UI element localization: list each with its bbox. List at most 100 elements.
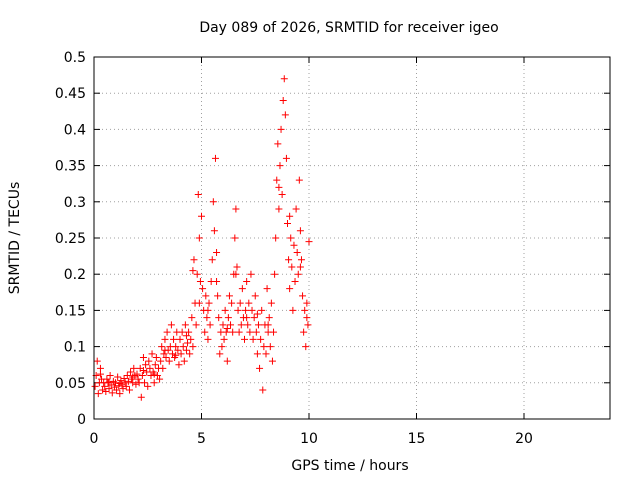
y-tick-label: 0.05 <box>55 376 86 392</box>
data-point <box>275 183 283 191</box>
data-point <box>208 256 216 264</box>
data-point <box>129 373 137 381</box>
data-point <box>210 227 218 235</box>
y-tick-label: 0.25 <box>55 231 86 247</box>
data-point <box>303 314 311 322</box>
data-point <box>145 357 153 365</box>
data-point <box>196 277 204 285</box>
data-point <box>300 328 308 336</box>
data-point <box>159 364 167 372</box>
data-point <box>284 220 291 228</box>
data-point <box>229 328 237 336</box>
data-point <box>244 321 252 329</box>
data-point <box>243 314 251 322</box>
data-point <box>279 96 287 104</box>
data-point <box>142 361 150 369</box>
data-point <box>232 270 240 278</box>
x-tick-label: 10 <box>300 431 318 447</box>
data-point <box>303 299 311 307</box>
data-point <box>282 154 290 162</box>
data-point <box>260 343 268 351</box>
data-point <box>204 335 212 343</box>
y-tick-label: 0 <box>77 412 86 428</box>
data-point <box>161 335 169 343</box>
data-point <box>247 270 255 278</box>
data-point <box>221 306 229 314</box>
data-point <box>259 386 267 394</box>
data-point <box>216 350 224 358</box>
data-point <box>209 198 217 206</box>
data-point <box>106 372 114 380</box>
y-tick-label: 0.4 <box>64 122 86 138</box>
data-point <box>141 379 149 387</box>
data-point <box>127 368 135 376</box>
data-point <box>224 314 232 322</box>
data-point <box>143 368 151 376</box>
data-point <box>233 263 241 271</box>
data-point <box>198 212 205 220</box>
data-point <box>250 314 258 322</box>
data-point <box>158 343 166 351</box>
data-point <box>213 277 221 285</box>
y-tick-label: 0.45 <box>55 86 86 102</box>
y-tick-label: 0.15 <box>55 303 86 319</box>
data-point <box>292 205 300 213</box>
data-point <box>223 357 231 365</box>
data-point <box>286 212 294 220</box>
data-point <box>242 306 250 314</box>
data-point <box>232 205 240 213</box>
data-point <box>172 343 180 351</box>
data-point <box>201 328 209 336</box>
data-point <box>185 328 193 336</box>
x-tick-label: 20 <box>515 431 533 447</box>
data-point <box>234 306 242 314</box>
data-point <box>295 176 303 184</box>
data-point <box>182 346 190 354</box>
data-point <box>194 191 202 199</box>
data-point <box>175 361 183 369</box>
data-point <box>253 350 261 358</box>
data-point <box>205 299 213 307</box>
data-point <box>167 321 175 329</box>
data-point <box>227 321 235 329</box>
data-point <box>274 140 282 148</box>
data-point <box>125 386 133 394</box>
data-point <box>94 390 102 398</box>
x-tick-label: 15 <box>408 431 426 447</box>
y-tick-label: 0.3 <box>64 195 86 211</box>
plot-frame <box>93 56 611 420</box>
data-point <box>195 299 203 307</box>
data-point <box>101 382 109 390</box>
data-point <box>160 350 168 358</box>
y-axis-label: SRMTID / TECUs <box>7 182 23 295</box>
data-point <box>138 372 146 380</box>
data-point <box>108 389 116 397</box>
y-tick-label: 0.2 <box>64 267 86 283</box>
data-point <box>99 386 107 394</box>
data-point <box>116 380 124 388</box>
data-point <box>168 350 176 358</box>
data-point <box>237 321 245 329</box>
data-point <box>156 375 164 383</box>
data-point <box>243 277 251 285</box>
data-point <box>223 325 231 332</box>
data-point <box>187 335 195 343</box>
data-point <box>273 176 281 184</box>
data-point <box>190 256 198 264</box>
data-point <box>139 366 147 374</box>
data-point <box>189 343 197 351</box>
data-point <box>220 335 228 343</box>
data-point <box>266 343 274 351</box>
data-point <box>286 285 294 293</box>
data-point <box>290 241 298 249</box>
data-point <box>294 270 302 278</box>
data-point <box>304 321 312 329</box>
data-point <box>137 393 145 401</box>
data-point <box>211 154 219 162</box>
data-point <box>148 350 156 358</box>
data-point <box>299 292 307 300</box>
data-point <box>179 343 187 351</box>
data-point <box>248 306 256 314</box>
data-point <box>251 292 259 300</box>
